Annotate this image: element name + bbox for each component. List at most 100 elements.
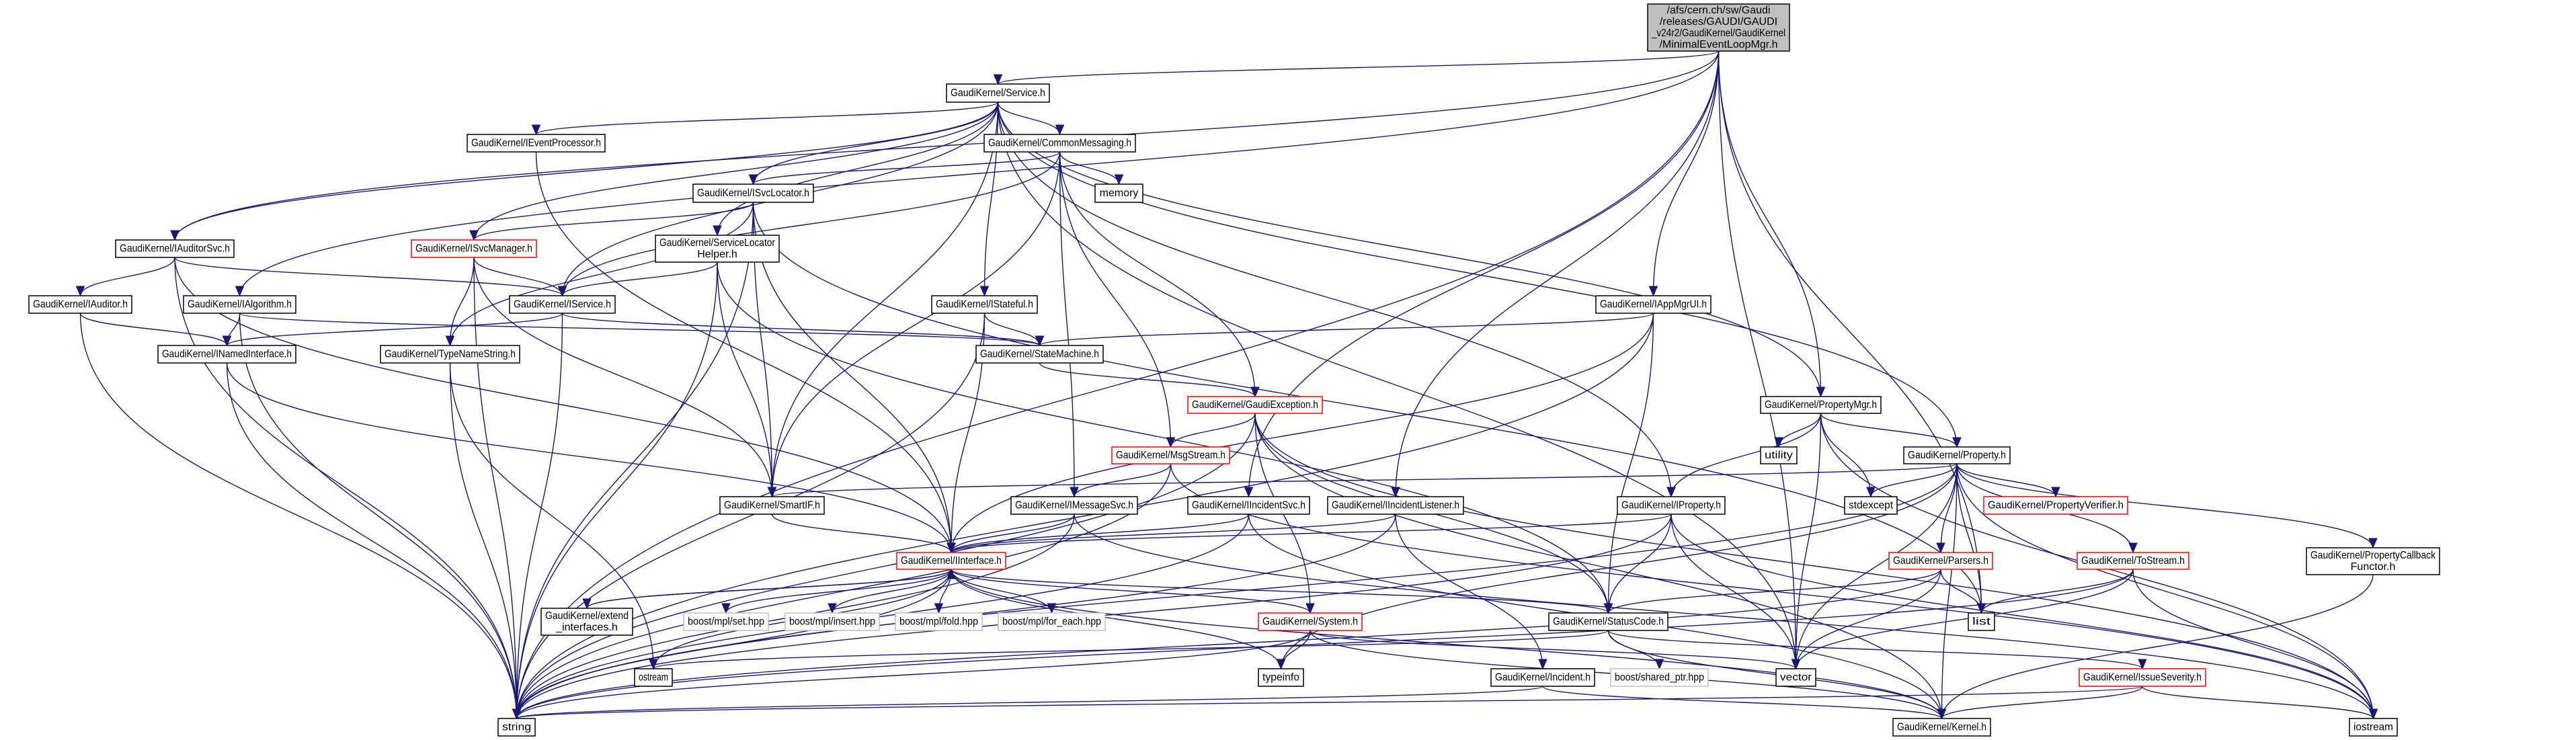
edge-root-to-iappmgrui — [1652, 50, 1720, 296]
node-iinterface[interactable]: GaudiKernel/IInterface.h — [896, 552, 1006, 570]
node-label: GaudiKernel/IssueSeverity.h — [2083, 672, 2202, 684]
node-iauditorsvc[interactable]: GaudiKernel/IAuditorSvc.h — [115, 239, 235, 258]
node-istateful[interactable]: GaudiKernel/IStateful.h — [931, 295, 1038, 314]
node-label: GaudiKernel/IStateful.h — [936, 299, 1033, 311]
edge-isvcmanager-to-typenamestring — [449, 257, 475, 346]
node-label: /releases/GAUDI/GAUDI — [1660, 16, 1777, 28]
node-incident[interactable]: GaudiKernel/Incident.h — [1490, 668, 1595, 687]
node-iservice[interactable]: GaudiKernel/IService.h — [509, 295, 616, 314]
node-boost_fold[interactable]: boost/mpl/fold.hpp — [895, 612, 983, 631]
edge-servicelocatorhelper-to-smartif — [717, 261, 773, 497]
arrowhead-icon — [1791, 659, 1801, 670]
node-label: GaudiKernel/Property.h — [1908, 450, 2006, 461]
node-boost_for_each[interactable]: boost/mpl/for_each.hpp — [998, 612, 1106, 631]
node-box — [946, 83, 1050, 103]
node-string[interactable]: string — [497, 718, 536, 737]
node-label: utility — [1765, 450, 1793, 461]
node-boost_insert[interactable]: boost/mpl/insert.hpp — [784, 612, 880, 631]
node-box — [1258, 668, 1304, 687]
node-ieventprocessor[interactable]: GaudiKernel/IEventProcessor.h — [467, 134, 606, 153]
node-label: GaudiKernel/IAlgorithm.h — [188, 299, 292, 311]
node-iincidentlistener[interactable]: GaudiKernel/IIncidentListener.h — [1327, 496, 1464, 515]
node-vector[interactable]: vector — [1775, 668, 1816, 687]
arrowhead-icon — [2138, 659, 2147, 670]
node-statuscode[interactable]: GaudiKernel/StatusCode.h — [1548, 612, 1668, 631]
edge-ialgorithm-to-string — [239, 313, 518, 719]
arrowhead-icon — [1603, 603, 1613, 614]
node-label: iostream — [2353, 722, 2393, 733]
node-box — [1327, 496, 1464, 515]
node-label: GaudiKernel/PropertyCallback — [2310, 550, 2436, 561]
arrowhead-icon — [75, 286, 85, 297]
node-box — [467, 134, 606, 153]
node-ialgorithm[interactable]: GaudiKernel/IAlgorithm.h — [183, 295, 296, 314]
node-tostream[interactable]: GaudiKernel/ToStream.h — [2077, 552, 2189, 570]
node-root[interactable]: /afs/cern.ch/sw/Gaudi/releases/GAUDI/GAU… — [1647, 3, 1790, 52]
node-imessagesvc[interactable]: GaudiKernel/IMessageSvc.h — [1010, 496, 1138, 515]
node-isvclocator[interactable]: GaudiKernel/ISvcLocator.h — [692, 183, 814, 203]
edge-isvclocator-to-typenamestring — [449, 202, 754, 346]
node-typeinfo[interactable]: typeinfo — [1258, 668, 1304, 687]
node-statemachine[interactable]: GaudiKernel/StateMachine.h — [975, 345, 1104, 364]
edge-commonmessaging-to-isvclocator — [752, 151, 1061, 185]
node-box — [1094, 183, 1143, 203]
node-propertyverifier[interactable]: GaudiKernel/PropertyVerifier.h — [1983, 496, 2128, 515]
node-commonmessaging[interactable]: GaudiKernel/CommonMessaging.h — [983, 134, 1136, 153]
node-service[interactable]: GaudiKernel/Service.h — [946, 83, 1050, 103]
node-box — [1983, 496, 2128, 515]
node-label: GaudiKernel/CommonMessaging.h — [988, 138, 1131, 149]
arrowhead-icon — [713, 225, 722, 237]
node-utility[interactable]: utility — [1760, 446, 1798, 464]
node-label: GaudiKernel/Kernel.h — [1897, 722, 1986, 733]
node-iincidentsvc[interactable]: GaudiKernel/IIncidentSvc.h — [1187, 496, 1310, 515]
node-box — [975, 345, 1104, 364]
edge-propertycallbackfunctor-to-kernel — [1941, 574, 2374, 719]
arrowhead-icon — [170, 230, 179, 241]
node-propertymgr[interactable]: GaudiKernel/PropertyMgr.h — [1760, 396, 1882, 414]
node-property[interactable]: GaudiKernel/Property.h — [1903, 446, 2011, 464]
node-iauditor[interactable]: GaudiKernel/IAuditor.h — [28, 295, 132, 314]
node-iostream[interactable]: iostream — [2349, 718, 2398, 737]
edge-gaudiexception-to-kernel — [1254, 413, 1943, 719]
edge-iincidentsvc-to-iinterface — [951, 513, 1250, 553]
arrowhead-icon — [445, 335, 455, 347]
node-msgstream[interactable]: GaudiKernel/MsgStream.h — [1111, 446, 1230, 464]
node-kernel[interactable]: GaudiKernel/Kernel.h — [1892, 718, 1991, 737]
node-box — [2349, 718, 2398, 737]
node-inamedinterface[interactable]: GaudiKernel/INamedInterface.h — [157, 345, 296, 364]
node-box — [509, 295, 616, 314]
node-label: stdexcept — [1849, 500, 1894, 511]
edge-property-to-kernel — [1941, 463, 1958, 719]
node-stdexcept[interactable]: stdexcept — [1844, 496, 1898, 515]
node-iappmgrui[interactable]: GaudiKernel/IAppMgrUI.h — [1595, 295, 1712, 314]
node-typenamestring[interactable]: GaudiKernel/TypeNameString.h — [380, 345, 520, 364]
node-box — [634, 668, 673, 687]
node-isvcmanager[interactable]: GaudiKernel/ISvcManager.h — [411, 239, 537, 258]
node-ostream[interactable]: ostream — [634, 668, 673, 687]
node-boost_shared_ptr[interactable]: boost/shared_ptr.hpp — [1610, 668, 1709, 687]
node-iproperty[interactable]: GaudiKernel/IProperty.h — [1617, 496, 1726, 515]
node-memory[interactable]: memory — [1094, 183, 1143, 203]
edge-service-to-isvcmanager — [473, 101, 999, 241]
arrowhead-icon — [934, 603, 944, 614]
nodes-layer: /afs/cern.ch/sw/Gaudi/releases/GAUDI/GAU… — [28, 3, 2440, 737]
node-list[interactable]: list — [1968, 612, 1995, 631]
node-boost_set[interactable]: boost/mpl/set.hpp — [683, 612, 769, 631]
node-parsers[interactable]: GaudiKernel/Parsers.h — [1888, 552, 1993, 570]
node-system[interactable]: GaudiKernel/System.h — [1258, 612, 1363, 631]
arrowhead-icon — [1166, 437, 1176, 448]
node-issueseverity[interactable]: GaudiKernel/IssueSeverity.h — [2079, 668, 2206, 687]
edge-root-to-iincidentlistener — [1395, 50, 1720, 497]
node-box — [1617, 496, 1726, 515]
edge-system-to-vector — [1310, 630, 1797, 669]
node-extend_interfaces[interactable]: GaudiKernel/extend_interfaces.h — [540, 608, 633, 636]
edge-isvclocator-to-isvcmanager — [473, 202, 754, 241]
node-label: boost/mpl/set.hpp — [688, 616, 764, 628]
node-label: GaudiKernel/IIncidentSvc.h — [1192, 500, 1305, 511]
node-smartif[interactable]: GaudiKernel/SmartIF.h — [719, 496, 825, 515]
node-gaudiexception[interactable]: GaudiKernel/GaudiException.h — [1187, 396, 1323, 414]
edge-statuscode-to-ostream — [653, 630, 1609, 669]
edge-issueseverity-to-string — [516, 686, 2143, 719]
